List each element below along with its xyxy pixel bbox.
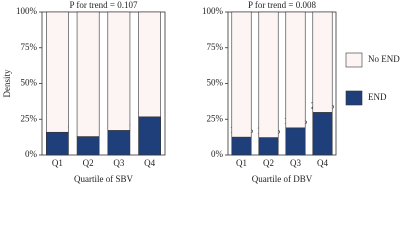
x-tick-label: Q3: [113, 158, 124, 168]
chart-title: P for trend = 0.008: [248, 0, 316, 10]
bar-segment: [46, 131, 69, 156]
bar-segment: [285, 127, 306, 156]
legend-label: No END: [368, 54, 400, 64]
y-tick-label: 50%: [207, 78, 224, 88]
legend-label: END: [368, 92, 387, 102]
bar-segment: [46, 11, 69, 133]
y-tick-label: 100%: [202, 6, 224, 16]
chart-title: P for trend = 0.107: [70, 0, 138, 10]
x-axis-label: Quartile of DBV: [252, 174, 313, 184]
y-axis-label: Density: [2, 69, 12, 97]
bar-segment: [76, 136, 100, 156]
x-tick-label: Q2: [83, 158, 94, 168]
y-tick-label: 75%: [207, 42, 224, 52]
bar-segment: [258, 137, 279, 156]
x-tick-label: Q3: [290, 158, 301, 168]
x-tick-label: Q2: [263, 158, 274, 168]
y-tick-label: 25%: [21, 113, 38, 123]
x-tick-label: Q1: [52, 158, 63, 168]
bar-segment: [258, 11, 279, 138]
y-tick-label: 0%: [25, 149, 38, 159]
y-tick-label: 75%: [21, 42, 38, 52]
x-tick-label: Q4: [144, 158, 155, 168]
y-tick-label: 0%: [211, 149, 224, 159]
figure: 0% 25% 50% 75% 100% P for trend = 0.107 Quarti…: [2, 0, 400, 184]
legend-swatch: [345, 90, 363, 106]
x-axis-label: Quartile of SBV: [74, 174, 133, 184]
x-tick-label: Q4: [317, 158, 328, 168]
bar-segment: [76, 11, 100, 137]
x-tick-label: Q1: [236, 158, 247, 168]
bar-segment: [138, 116, 161, 156]
legend-swatch: [345, 52, 363, 68]
bar-segment: [231, 136, 252, 156]
y-tick-label: 100%: [16, 6, 38, 16]
bar-segment: [231, 11, 252, 138]
bar-segment: [107, 130, 131, 156]
y-tick-label: 25%: [207, 113, 224, 123]
bar-segment: [138, 11, 161, 118]
y-tick-label: 50%: [21, 78, 38, 88]
bar-segment: [312, 11, 333, 113]
bar-segment: [285, 11, 306, 129]
bar-segment: [312, 112, 333, 156]
bar-segment: [107, 11, 131, 131]
